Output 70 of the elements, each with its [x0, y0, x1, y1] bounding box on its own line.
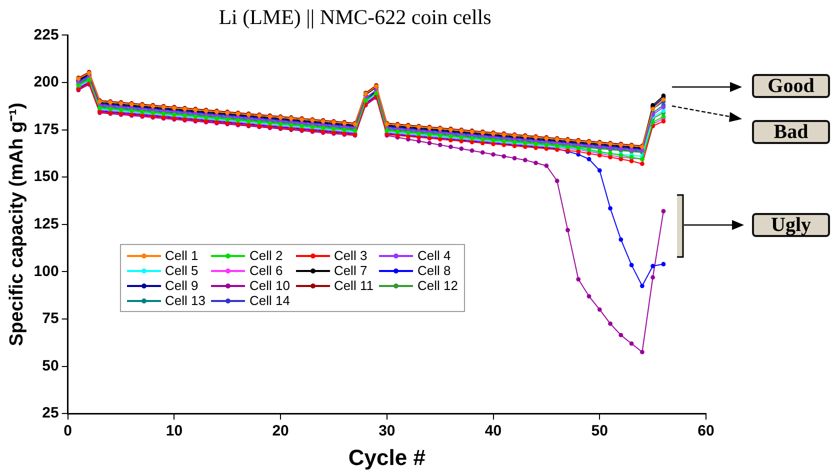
point	[522, 158, 528, 162]
point	[459, 146, 464, 151]
legend-label: Cell 13	[165, 293, 206, 308]
point	[608, 322, 612, 326]
point	[566, 228, 570, 232]
point	[618, 332, 624, 338]
point	[650, 264, 656, 268]
legend-label: Cell 1	[165, 248, 198, 263]
y-tick-label: 150	[34, 168, 59, 186]
point	[576, 277, 581, 282]
point	[629, 341, 634, 346]
point	[586, 156, 592, 162]
point	[661, 208, 666, 214]
legend-label: Cell 6	[249, 263, 283, 278]
x-tick-label: 40	[484, 422, 502, 440]
point	[629, 262, 634, 268]
point	[502, 154, 506, 158]
legend-label: Cell 2	[249, 248, 283, 263]
text: Ugly	[752, 213, 830, 237]
y-tick-label: 75	[42, 310, 59, 328]
point	[491, 152, 496, 157]
y-tick-label: 50	[42, 357, 59, 374]
text: Good	[752, 74, 830, 98]
point	[640, 162, 644, 166]
point	[597, 168, 602, 173]
point	[480, 150, 485, 155]
y-tick-label: 100	[34, 262, 59, 280]
x-tick-label: 20	[272, 422, 289, 440]
point	[586, 294, 592, 298]
point	[608, 206, 612, 211]
legend-label: Cell 5	[165, 263, 198, 278]
point	[554, 178, 560, 184]
legend-label: Cell 10	[249, 278, 290, 293]
point	[661, 262, 666, 266]
legend-label: Cell 9	[165, 278, 198, 293]
x-tick-label: 30	[378, 422, 396, 440]
point	[470, 148, 474, 153]
point	[640, 350, 644, 354]
legend-label: Cell 14	[249, 293, 290, 308]
x-tick-label: 10	[166, 422, 183, 440]
y-tick-label: 175	[34, 120, 59, 138]
legend-label: Cell 7	[334, 263, 368, 278]
point	[427, 140, 432, 146]
y-tick-label: 225	[34, 26, 59, 44]
legend-label: Cell 4	[417, 248, 451, 263]
y-axis-title: Specific capacity (mAh g⁻¹)	[6, 102, 28, 346]
chart-title: Li (LME) || NMC-622 coin cells	[218, 5, 492, 30]
point	[544, 164, 549, 168]
x-tick-label: 60	[698, 422, 714, 440]
point	[416, 138, 422, 144]
point	[448, 144, 453, 150]
text: Bad	[752, 120, 830, 144]
y-tick-label: 200	[34, 74, 59, 91]
point	[512, 156, 517, 160]
point	[618, 237, 624, 242]
legend-label: Cell 12	[417, 278, 458, 293]
legend-label: Cell 3	[334, 248, 368, 263]
point	[640, 284, 644, 288]
x-tick-label: 0	[64, 422, 72, 440]
legend-label: Cell 8	[417, 263, 451, 278]
point	[661, 119, 666, 124]
point	[597, 307, 602, 312]
x-tick-label: 50	[591, 422, 608, 440]
x-axis-title: Cycle #	[348, 444, 426, 470]
point	[438, 142, 442, 148]
point	[534, 160, 538, 166]
y-tick-label: 125	[34, 216, 59, 233]
legend-label: Cell 11	[334, 278, 374, 293]
y-tick-label: 25	[42, 404, 59, 422]
point	[650, 275, 656, 280]
